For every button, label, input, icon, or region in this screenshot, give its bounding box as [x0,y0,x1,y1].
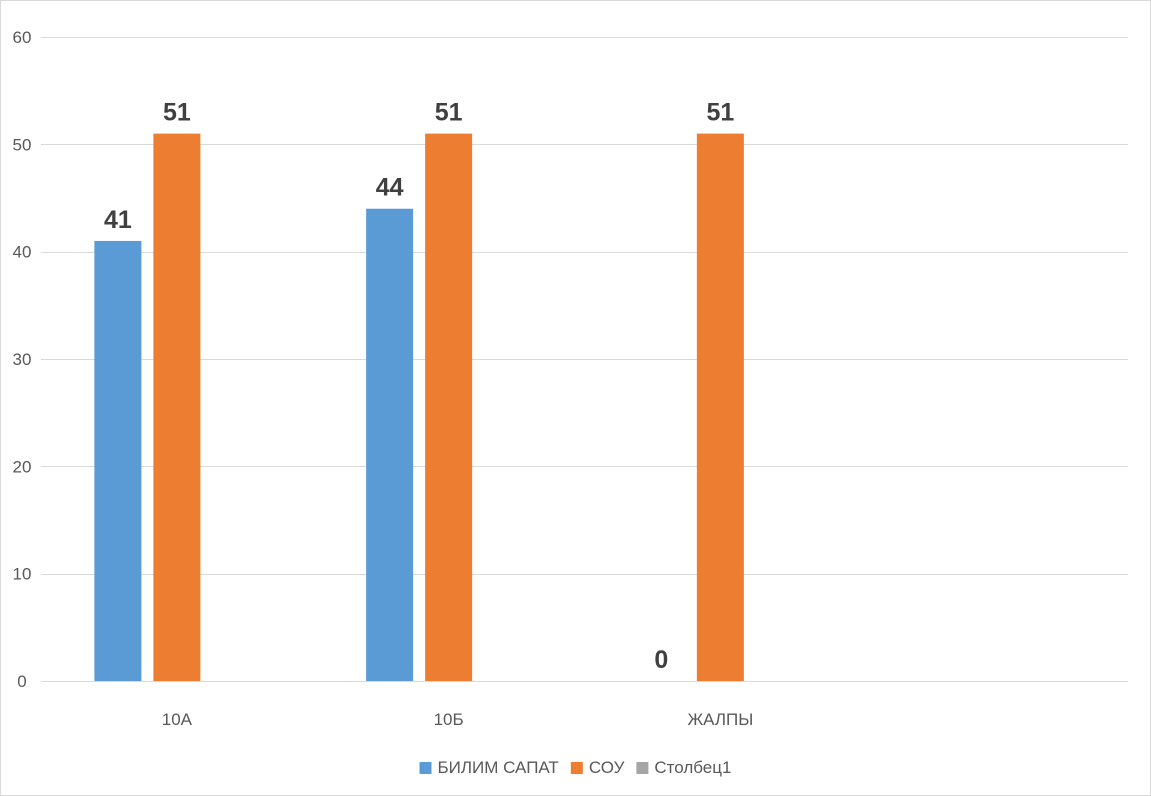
legend: БИЛИМ САПАТ СОУ Столбец1 [419,758,731,777]
legend-label: СОУ [589,758,625,777]
legend-swatch [570,762,583,774]
bar [366,208,414,681]
x-tick-label: 10А [162,710,193,729]
bar [94,240,142,681]
data-label: 44 [376,174,404,202]
data-label: 41 [104,206,132,234]
y-tick-label: 20 [13,457,32,476]
bar [425,133,473,682]
legend-item: БИЛИМ САПАТ [419,758,559,777]
legend-label: БИЛИМ САПАТ [438,758,559,777]
legend-item: СОУ [570,758,625,777]
y-tick-label: 0 [17,672,26,691]
legend-swatch [636,762,649,774]
x-axis-tick-labels: 10А 10Б ЖАЛПЫ [162,710,754,729]
y-tick-label: 40 [13,243,32,262]
data-label: 51 [435,99,463,127]
x-tick-label: 10Б [434,710,464,729]
data-label: 51 [706,99,734,127]
y-tick-label: 30 [13,350,32,369]
x-tick-label: ЖАЛПЫ [687,710,753,729]
bar [153,133,201,682]
data-labels: 41 51 44 51 0 51 [104,99,734,674]
y-axis-tick-labels: 0 10 20 30 40 50 60 [13,28,32,691]
y-tick-label: 60 [13,28,32,47]
data-label: 0 [654,646,668,674]
legend-swatch [419,762,432,774]
data-label: 51 [163,99,191,127]
y-tick-label: 50 [13,135,32,154]
bars [94,133,744,682]
legend-item: Столбец1 [636,758,731,777]
y-tick-label: 10 [13,565,32,584]
bar [696,133,744,682]
gridlines [41,37,1128,682]
legend-label: Столбец1 [654,758,731,777]
